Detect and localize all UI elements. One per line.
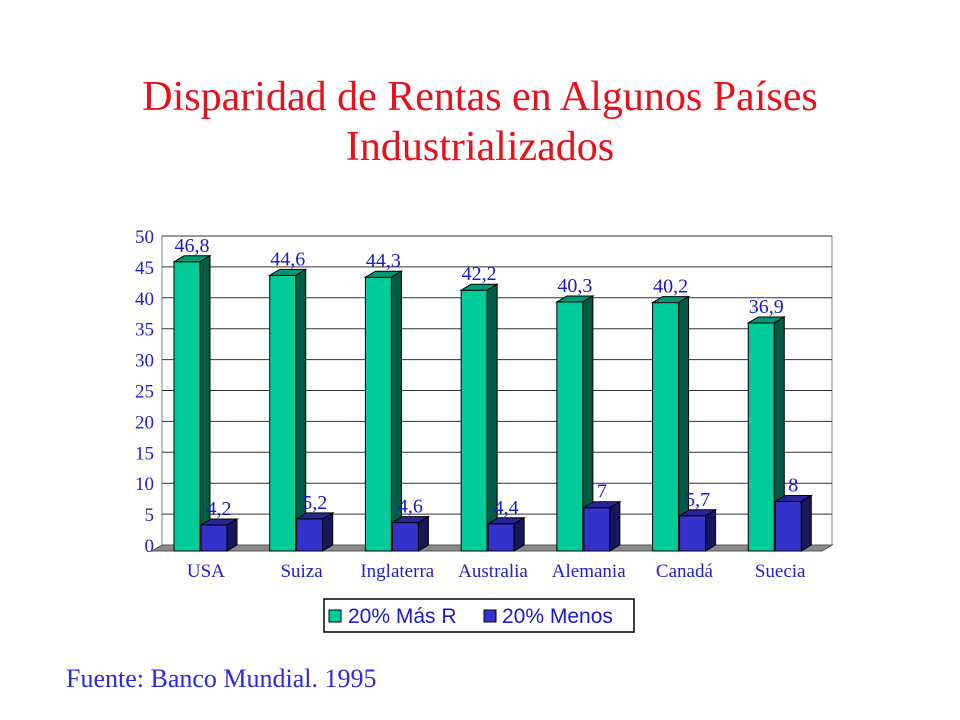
bar-Alemania-20% Más R	[555, 295, 595, 552]
data-label-Australia-20% Más R: 42,2	[462, 263, 497, 285]
bar-Suecia-20% Más R	[746, 316, 787, 552]
bar-Australia-20% Más R	[459, 283, 499, 552]
y-tick-label-50: 50	[135, 227, 154, 248]
x-axis-categories: USA Suiza Inglaterra Australia Alemania Canad…	[187, 561, 806, 582]
title-line-1: Disparidad de Rentas en Algunos Países	[142, 74, 818, 120]
data-label-Canadá-20% Menos: 5,7	[685, 489, 710, 511]
bar-Inglaterra-20% Más R	[363, 270, 404, 552]
y-tick-label-10: 10	[135, 474, 154, 495]
data-label-Australia-20% Menos: 4,4	[494, 497, 519, 519]
bar-Suiza-20% Menos	[294, 511, 335, 552]
y-tick-label-0: 0	[145, 536, 155, 557]
x-tick-label-Suiza: Suiza	[280, 561, 323, 582]
y-axis-ticks: 0 5 10 15 20 25 30 35 40 45 50	[135, 227, 154, 557]
bar-Canadá-20% Menos	[677, 508, 718, 552]
y-tick-label-15: 15	[135, 443, 154, 464]
y-tick-label-40: 40	[135, 289, 154, 310]
y-tick-label-30: 30	[135, 351, 154, 372]
y-tick-label-25: 25	[135, 382, 154, 403]
x-tick-label-Alemania: Alemania	[552, 561, 626, 582]
x-tick-label-Suecia: Suecia	[755, 561, 806, 582]
bar-USA-20% Más R	[172, 254, 212, 552]
data-label-Canadá-20% Más R: 40,2	[653, 276, 688, 298]
y-tick-label-45: 45	[135, 258, 154, 279]
x-tick-label-Canadá: Canadá	[656, 561, 714, 582]
data-label-Inglaterra-20% Menos: 4,6	[398, 496, 423, 518]
bar-Suiza-20% Más R	[267, 268, 308, 552]
bar-Inglaterra-20% Menos	[390, 515, 431, 552]
data-label-Suiza-20% Menos: 5,2	[302, 492, 327, 514]
data-label-Suecia-20% Menos: 8	[788, 475, 798, 497]
data-label-Alemania-20% Más R: 40,3	[557, 275, 592, 297]
legend-label-0: 20% Más R	[348, 605, 457, 628]
y-tick-label-5: 5	[145, 505, 155, 526]
data-label-Alemania-20% Menos: 7	[597, 481, 607, 503]
bars	[172, 254, 814, 552]
source-note: Fuente: Banco Mundial. 1995	[66, 664, 377, 693]
data-label-Inglaterra-20% Más R: 44,3	[366, 250, 401, 272]
title-line-2: Industrializados	[345, 124, 615, 170]
data-label-Suiza-20% Más R: 44,6	[270, 248, 305, 270]
legend-box	[323, 598, 635, 633]
data-label-Suecia-20% Más R: 36,9	[749, 296, 784, 318]
data-labels: 46,8 4,2 44,6 5,2 44,3 4,6 42,2 4,4 40,3 7 40,2 5,7…	[175, 235, 799, 520]
legend: 20% Más R 20% Menos	[323, 598, 635, 633]
data-label-USA-20% Más R: 46,8	[175, 235, 210, 257]
bar-Australia-20% Menos	[486, 516, 526, 552]
bar-Canadá-20% Más R	[650, 295, 691, 552]
x-tick-label-Australia: Australia	[458, 561, 528, 582]
legend-swatch-0	[328, 609, 342, 623]
y-tick-label-20: 20	[135, 412, 154, 433]
slide-title: Disparidad de Rentas en Algunos Países I…	[0, 72, 960, 172]
y-tick-label-35: 35	[135, 320, 154, 341]
x-tick-label-USA: USA	[187, 561, 225, 582]
x-tick-label-Inglaterra: Inglaterra	[360, 561, 434, 582]
bar-Alemania-20% Menos	[582, 500, 622, 552]
data-label-USA-20% Menos: 4,2	[207, 498, 232, 520]
bar-USA-20% Menos	[199, 518, 239, 552]
legend-swatch-1	[483, 609, 497, 623]
legend-label-1: 20% Menos	[502, 605, 613, 628]
bar-Suecia-20% Menos	[773, 494, 814, 552]
